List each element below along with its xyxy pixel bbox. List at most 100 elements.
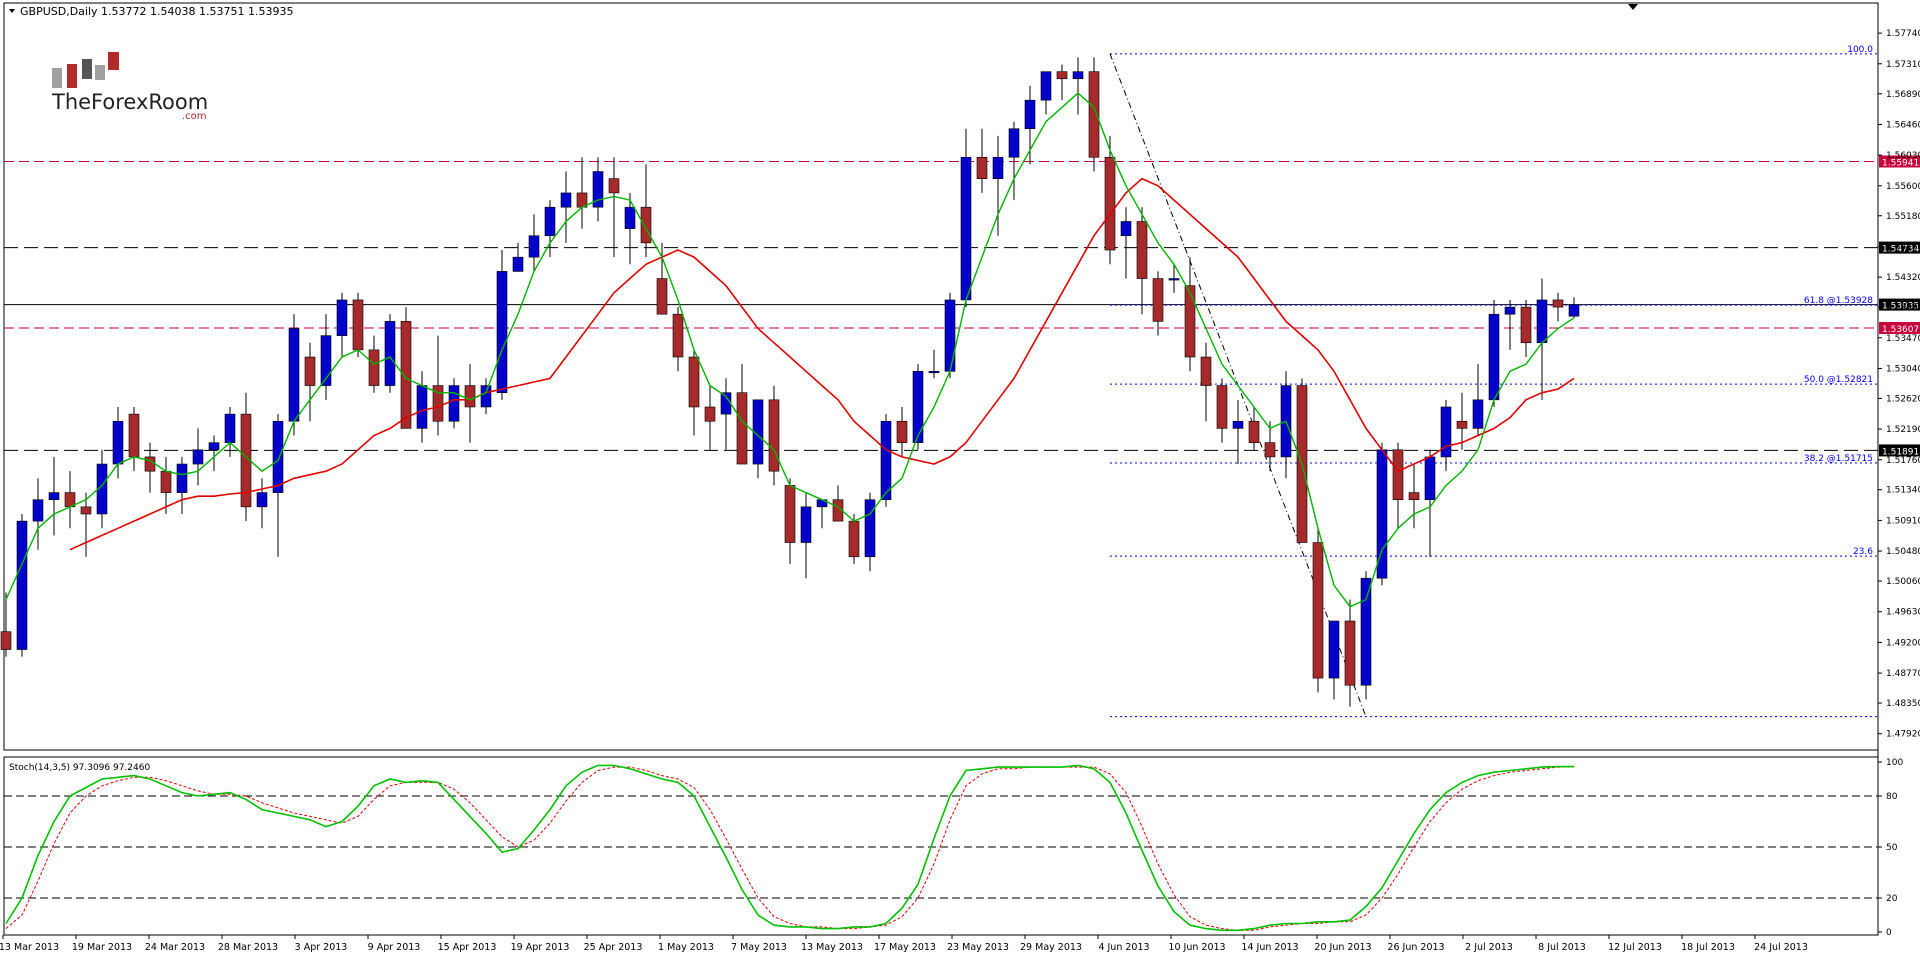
candle-body-68 (1088, 71, 1100, 158)
level-label-bg-current-price (1879, 298, 1920, 311)
logo: TheForexRoom .com (51, 52, 208, 122)
candle-body-59 (944, 299, 956, 372)
candle-body-5 (80, 506, 92, 515)
fib-label-3: 38.2 @1.51715 (1804, 454, 1873, 464)
candle-body-92 (1472, 399, 1484, 429)
y-tick-label-21: 1.48770 (1886, 669, 1920, 679)
x-tick-label-20: 2 Jul 2013 (1465, 942, 1513, 953)
candle-body-18 (288, 328, 300, 422)
y-tick-label-5: 1.55600 (1886, 182, 1920, 192)
x-tick-label-17: 14 Jun 2013 (1241, 942, 1298, 953)
candle-body-7 (112, 420, 124, 465)
candle-body-34 (544, 206, 556, 237)
candle-body-41 (656, 278, 668, 315)
price-layer: 100.0 61.8 @1.53928 50.0 @1.52821 38.2 @1.5… (0, 45, 1878, 718)
candle-body-42 (672, 313, 684, 358)
stoch-tick-label-3: 20 (1886, 894, 1898, 904)
candle-body-39 (624, 206, 636, 229)
candle-body-21 (336, 299, 348, 336)
chart-header[interactable]: GBPUSD,Daily 1.53772 1.54038 1.53751 1.5… (9, 5, 293, 18)
candle-body-23 (368, 349, 380, 386)
y-tick-label-7: 1.54750 (1886, 242, 1920, 252)
candle-body-53 (848, 520, 860, 558)
candle-body-48 (768, 399, 780, 472)
x-tick-label-22: 12 Jul 2013 (1608, 942, 1662, 953)
candle-body-72 (1152, 278, 1164, 322)
candle-body-88 (1408, 492, 1420, 501)
level-label-level-black-2: 1.51891 (1882, 447, 1919, 457)
logo-bar-4 (95, 65, 105, 80)
y-tick-label-1: 1.57310 (1886, 60, 1920, 70)
candle-body-58 (928, 370, 940, 374)
candle-body-87 (1392, 449, 1404, 501)
candle-body-13 (208, 442, 220, 451)
candle-body-62 (992, 156, 1004, 179)
candle-body-97 (1552, 299, 1564, 308)
level-label-bg-resistance-high (1879, 155, 1920, 168)
y-tick-label-22: 1.48350 (1886, 699, 1920, 709)
candle-body-22 (352, 299, 364, 351)
candle-body-55 (880, 420, 892, 501)
candle-body-69 (1104, 156, 1116, 251)
candle-body-17 (272, 420, 284, 493)
x-tick-label-7: 19 Apr 2013 (511, 942, 570, 953)
y-tick-label-11: 1.53040 (1886, 364, 1920, 374)
candle-body-66 (1056, 71, 1068, 80)
logo-bar-2 (67, 64, 77, 88)
candle-body-27 (432, 385, 444, 422)
candle-body-54 (864, 499, 876, 558)
candle-body-96 (1536, 299, 1548, 344)
candle-body-43 (688, 356, 700, 408)
x-tick-label-0: 13 Mar 2013 (0, 942, 59, 953)
candle-body-89 (1424, 456, 1436, 501)
candle-body-82 (1312, 542, 1324, 679)
candle-body-26 (416, 385, 428, 429)
x-tick-label-11: 13 May 2013 (801, 942, 863, 953)
candle-body-33 (528, 235, 540, 258)
x-tick-label-1: 19 Mar 2013 (72, 942, 132, 953)
y-tick-label-14: 1.51760 (1886, 456, 1920, 466)
candle-body-94 (1504, 306, 1516, 315)
y-tick-label-15: 1.51340 (1886, 486, 1920, 496)
x-tick-label-21: 8 Jul 2013 (1538, 942, 1586, 953)
triangle-down-icon[interactable] (9, 9, 15, 13)
level-label-bg-level-black-1 (1879, 241, 1920, 254)
stoch-tick-label-1: 80 (1886, 792, 1898, 802)
ma-fast-line (5, 92, 1575, 608)
candle-body-61 (976, 156, 988, 179)
candle-body-14 (224, 413, 236, 443)
axis-layer: 1.55941 1.54734 1.53935 1.53607 1.51891 1.577… (0, 29, 1920, 953)
candle-body-46 (736, 392, 748, 465)
fib-label-2: 50.0 @1.52821 (1804, 375, 1873, 385)
shift-marker-icon[interactable] (1628, 4, 1638, 10)
candle-body-84 (1344, 620, 1356, 686)
level-label-current-price: 1.53935 (1882, 302, 1919, 312)
candle-body-32 (512, 256, 524, 272)
logo-bar-3 (82, 59, 92, 79)
candle-body-77 (1232, 420, 1244, 429)
candle-body-98 (1568, 304, 1580, 317)
logo-bar-5 (108, 52, 119, 70)
ma-slow-line (69, 177, 1575, 551)
logo-bar-1 (52, 68, 62, 88)
x-tick-label-8: 25 Apr 2013 (584, 942, 643, 953)
stoch-main-line (5, 764, 1574, 932)
candle-body-20 (320, 335, 332, 386)
y-tick-label-0: 1.57740 (1886, 29, 1920, 39)
candle-body-56 (896, 420, 908, 443)
candle-body-70 (1120, 221, 1132, 237)
candle-body-95 (1520, 306, 1532, 344)
candle-body-44 (704, 406, 716, 422)
stoch-signal-line (5, 766, 1575, 931)
candle-body-0 (0, 631, 12, 650)
y-tick-label-9: 1.53900 (1886, 303, 1920, 313)
candle-body-75 (1200, 356, 1212, 386)
y-tick-label-2: 1.56890 (1886, 90, 1920, 100)
candle-body-74 (1184, 285, 1196, 358)
candle-body-78 (1248, 420, 1260, 443)
logo-text: TheForexRoom (51, 90, 208, 114)
y-tick-label-4: 1.56030 (1886, 151, 1920, 161)
candle-body-29 (464, 385, 476, 408)
x-tick-label-12: 17 May 2013 (874, 942, 936, 953)
